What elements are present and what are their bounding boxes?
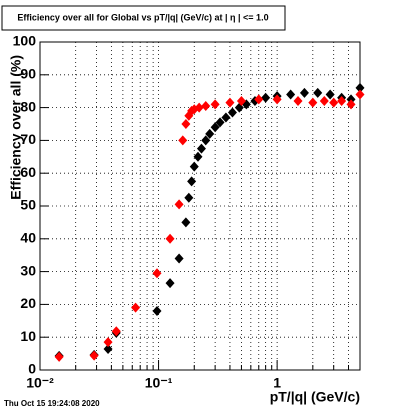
- data-point: [227, 107, 237, 118]
- data-point: [196, 143, 206, 154]
- data-point: [254, 94, 264, 105]
- chart-title: Efficiency over all for Global vs pT/|q|…: [17, 12, 268, 22]
- footer-date: Thu Oct 15 19:24:08 2020: [4, 399, 100, 408]
- data-point: [103, 337, 113, 348]
- y-axis-label: Efficiency over all (%): [8, 55, 24, 200]
- x-tick-label: 10⁻²: [26, 375, 54, 391]
- data-point: [355, 82, 365, 93]
- data-point: [89, 350, 99, 361]
- data-point: [189, 161, 199, 172]
- x-tick-label: 10⁻¹: [145, 375, 173, 391]
- data-point: [346, 99, 356, 110]
- data-point: [272, 94, 282, 105]
- data-point: [152, 305, 162, 316]
- data-point: [221, 112, 231, 123]
- data-point: [205, 128, 215, 139]
- data-point: [286, 89, 296, 100]
- data-point: [165, 278, 175, 289]
- y-tick-label: 80: [20, 98, 36, 114]
- x-axis-label: pT/|q| (GeV/c): [270, 389, 360, 405]
- data-point: [319, 96, 329, 107]
- x-tick-label: 1: [273, 375, 281, 391]
- data-point: [131, 302, 141, 313]
- data-point: [210, 99, 220, 110]
- data-point: [174, 253, 184, 264]
- data-point: [313, 87, 323, 98]
- y-tick-label: 70: [20, 131, 36, 147]
- data-point: [329, 97, 339, 108]
- data-point: [201, 135, 211, 146]
- y-tick-label: 0: [28, 361, 36, 377]
- y-tick-label: 40: [20, 230, 36, 246]
- data-point: [325, 89, 335, 100]
- y-tick-label: 30: [20, 262, 36, 278]
- data-point: [193, 151, 203, 162]
- y-tick-label: 50: [20, 197, 36, 213]
- data-point: [174, 199, 184, 210]
- data-point: [194, 102, 204, 113]
- data-point: [337, 96, 347, 107]
- y-tick-label: 90: [20, 66, 36, 82]
- data-point: [181, 217, 191, 228]
- data-point: [293, 96, 303, 107]
- data-point: [152, 268, 162, 279]
- data-point: [210, 122, 220, 133]
- y-tick-label: 100: [13, 33, 37, 49]
- data-point: [225, 97, 235, 108]
- data-point: [187, 176, 197, 187]
- data-point: [261, 92, 271, 103]
- data-point: [54, 351, 64, 362]
- y-tick-label: 60: [20, 164, 36, 180]
- data-point: [165, 233, 175, 244]
- title-box: [1, 5, 286, 31]
- data-point: [299, 87, 309, 98]
- data-point: [236, 96, 246, 107]
- y-tick-label: 10: [20, 328, 36, 344]
- data-point: [111, 326, 121, 337]
- data-point: [201, 100, 211, 111]
- data-point: [355, 89, 365, 100]
- data-point: [184, 192, 194, 203]
- data-point: [103, 344, 113, 355]
- plot-frame: [39, 41, 361, 371]
- data-point: [308, 97, 318, 108]
- data-point: [181, 119, 191, 129]
- y-tick-label: 20: [20, 295, 36, 311]
- data-point: [215, 117, 225, 128]
- data-point: [178, 135, 188, 146]
